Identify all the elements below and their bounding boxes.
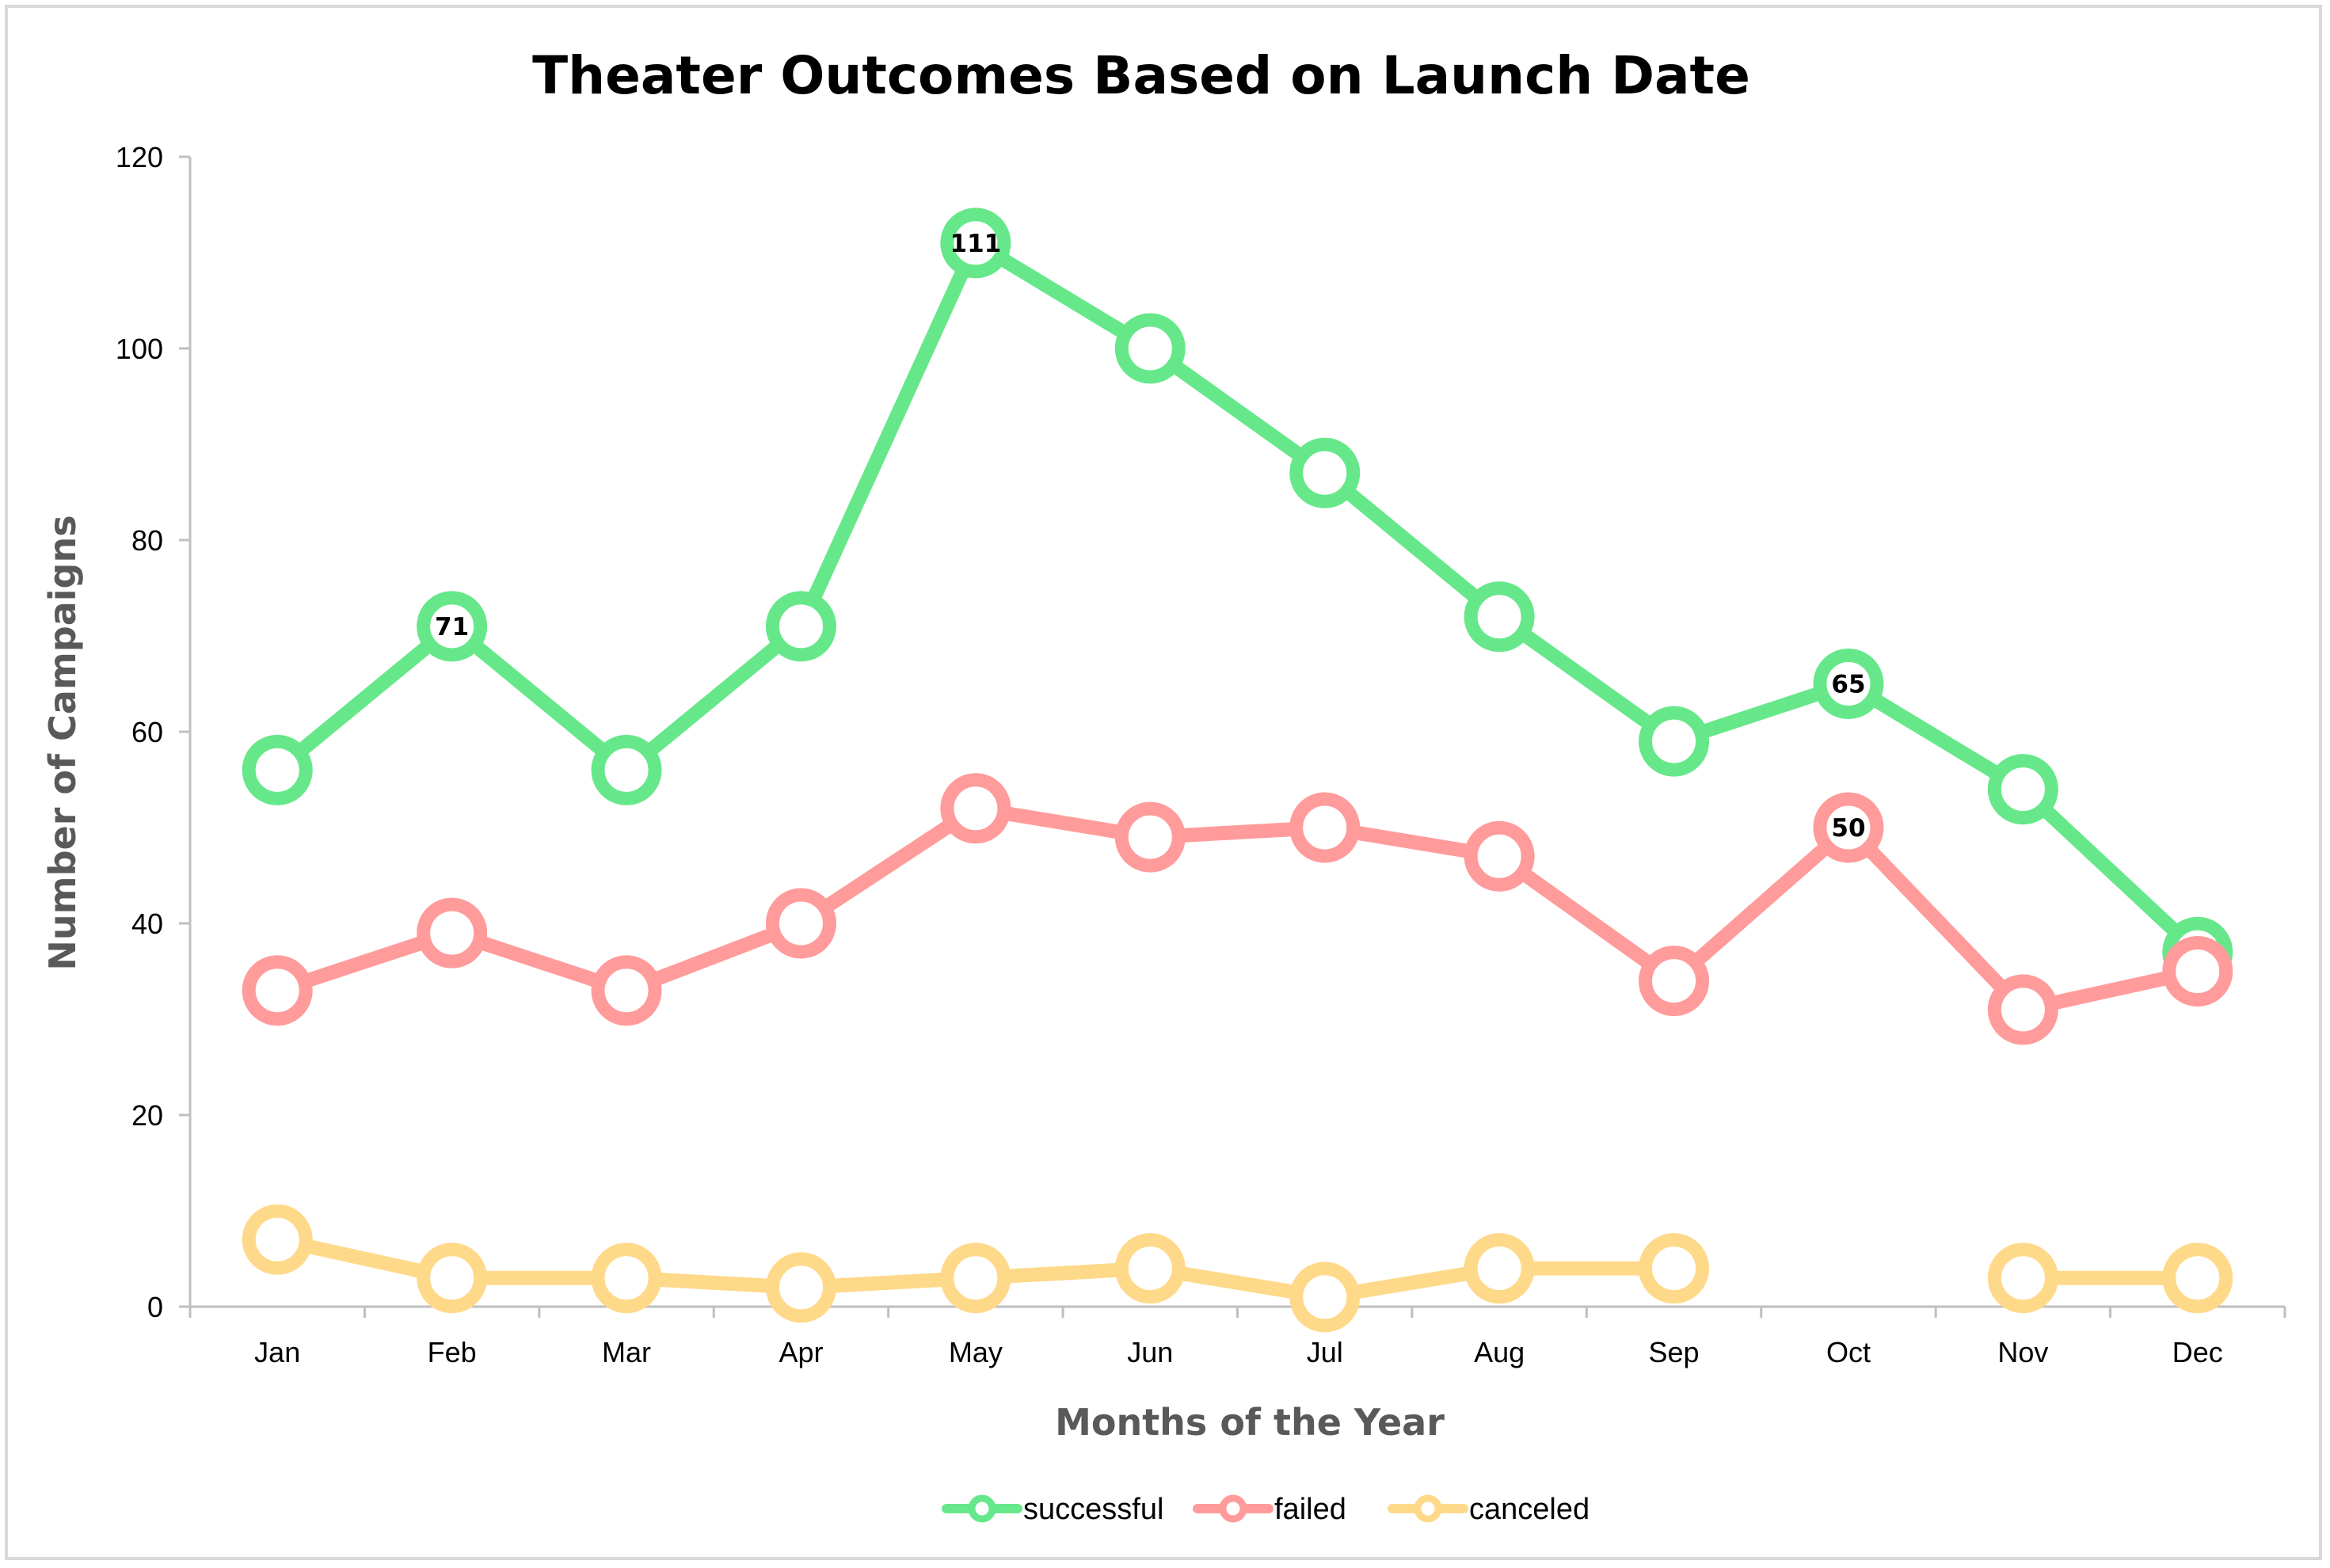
data-label-successful: 71 (435, 613, 469, 641)
data-point-canceled (242, 1204, 313, 1275)
data-point-failed (765, 888, 836, 959)
legend-item-failed: failed (1193, 1493, 1346, 1526)
x-tick-label: Jul (1307, 1336, 1343, 1368)
data-point-canceled (1114, 1233, 1186, 1304)
data-labels-layer: 71 111 65 50 (435, 230, 1865, 843)
legend-marker (968, 1494, 996, 1523)
series-successful (242, 207, 2233, 988)
y-tick-label: 60 (131, 716, 163, 748)
legend-item-successful: successful (942, 1493, 1163, 1526)
data-point-successful (417, 591, 488, 662)
x-axis-title: Months of the Year (1055, 1401, 1445, 1444)
data-point-canceled (940, 1243, 1011, 1314)
data-point-canceled (2162, 1243, 2233, 1314)
data-point-successful (242, 734, 313, 805)
y-tick-label: 80 (131, 524, 163, 557)
data-point-canceled (1289, 1262, 1361, 1333)
x-tick-label: Aug (1474, 1336, 1525, 1368)
data-label-failed: 50 (1831, 814, 1865, 843)
data-point-failed (1289, 792, 1361, 863)
data-point-failed (2162, 936, 2233, 1007)
legend-label: successful (1023, 1493, 1163, 1526)
data-label-successful: 111 (950, 230, 1002, 258)
legend-marker (1219, 1494, 1247, 1523)
legend-label: canceled (1469, 1493, 1590, 1526)
x-tick-label: Jan (254, 1336, 300, 1368)
x-tick-label: May (949, 1336, 1003, 1368)
data-point-canceled (1464, 1233, 1535, 1304)
legend-item-canceled: canceled (1388, 1493, 1590, 1526)
x-axis-ticks: Jan Feb Mar Apr May Jun Jul Aug Sep Oct Nov Dec (188, 1307, 2286, 1368)
data-point-failed (1114, 801, 1186, 873)
data-point-failed (1813, 792, 1884, 863)
x-tick-label: Apr (779, 1336, 823, 1368)
y-tick-label: 0 (147, 1291, 163, 1323)
y-tick-label: 20 (131, 1099, 163, 1132)
data-point-canceled (1639, 1233, 1710, 1304)
x-tick-label: Dec (2172, 1336, 2223, 1368)
data-point-failed (1987, 974, 2058, 1045)
x-tick-label: Jun (1127, 1336, 1173, 1368)
data-point-failed (591, 955, 662, 1026)
data-point-successful (1813, 649, 1884, 719)
series-line-failed (270, 801, 2205, 1017)
x-tick-label: Mar (602, 1336, 651, 1368)
y-tick-label: 100 (116, 333, 163, 365)
legend-label: failed (1274, 1493, 1346, 1526)
series-failed (242, 773, 2233, 1045)
data-point-canceled (591, 1243, 662, 1314)
legend-marker (1414, 1494, 1442, 1523)
data-point-successful (1464, 581, 1535, 653)
data-point-canceled (417, 1243, 488, 1314)
chart-title: Theater Outcomes Based on Launch Date (532, 45, 1750, 106)
x-tick-label: Feb (428, 1336, 477, 1368)
x-tick-label: Sep (1649, 1336, 1700, 1368)
series-canceled (242, 1204, 2233, 1333)
data-point-failed (1464, 820, 1535, 892)
data-point-successful (1289, 437, 1361, 508)
data-point-canceled (1987, 1243, 2058, 1314)
data-point-successful (1639, 706, 1710, 777)
y-tick-label: 40 (131, 908, 163, 940)
data-point-canceled (765, 1252, 836, 1323)
y-axis-title: Number of Campaigns (41, 515, 84, 970)
x-tick-label: Nov (1997, 1336, 2048, 1368)
data-point-successful (1114, 313, 1186, 384)
data-point-failed (1639, 946, 1710, 1017)
data-label-successful: 65 (1831, 671, 1865, 699)
series-layer (242, 207, 2233, 1333)
y-tick-label: 120 (116, 141, 163, 173)
legend: successful failed canceled (942, 1493, 1590, 1526)
x-tick-label: Oct (1826, 1336, 1871, 1368)
data-point-successful (591, 734, 662, 805)
data-point-successful (765, 591, 836, 662)
y-axis-ticks: 0 20 40 60 80 100 120 (116, 141, 190, 1323)
data-point-failed (940, 773, 1011, 844)
data-point-successful (940, 207, 1011, 279)
axes (188, 157, 2285, 1308)
data-point-failed (417, 897, 488, 969)
series-line-successful (270, 235, 2205, 960)
data-point-successful (1987, 754, 2058, 825)
data-point-failed (242, 955, 313, 1026)
